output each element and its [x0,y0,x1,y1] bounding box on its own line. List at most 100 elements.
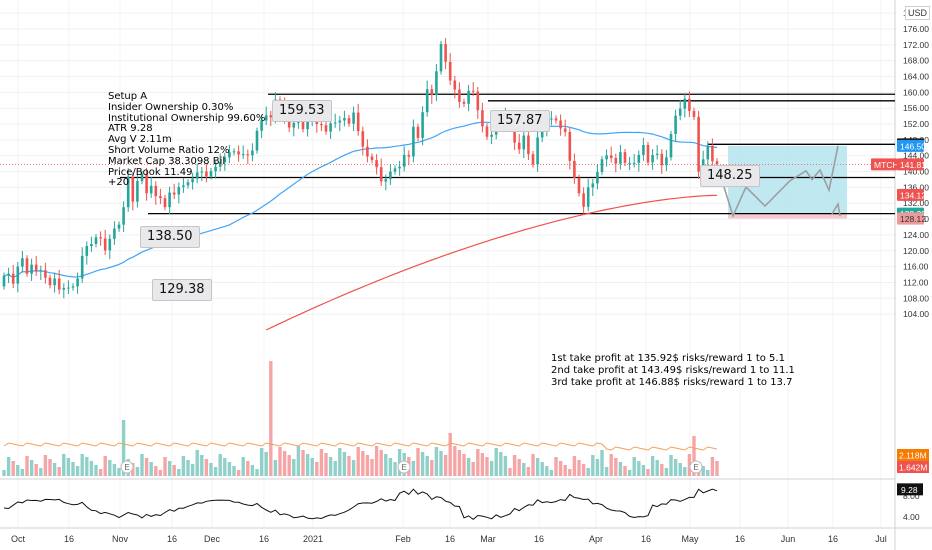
candle [379,158,383,187]
candle-body [71,286,75,288]
volume-bar [6,457,11,476]
candle-body [195,172,199,179]
candle-body [338,120,342,123]
volume-bar [140,454,144,476]
x-tick-label: 16 [534,534,544,544]
candle [550,111,553,126]
candle [352,106,355,131]
candle-body [90,244,93,247]
candle-body [485,126,489,137]
candle [76,272,79,294]
candle-body [389,171,392,180]
candle [370,153,374,164]
x-tick-label: 2021 [303,534,323,544]
candle [214,160,217,179]
volume-bar [16,465,20,476]
volume-tag: 1.642M [897,461,929,473]
volume-bar [43,455,48,476]
volume-bar [236,470,241,476]
candle [108,234,112,260]
candle-body [205,171,208,177]
candle-body [237,151,240,155]
candle-body [131,176,135,202]
price-tag-bg [897,139,924,152]
candle [53,272,56,293]
level-label-138[interactable]: 138.50 [140,226,200,248]
level-label-157[interactable]: 157.87 [490,110,550,132]
candle [563,119,567,137]
price-tag: 146.50 [897,139,926,152]
volume-bar [416,448,420,476]
price-tag: 128.12 [897,212,926,225]
candle-body [448,61,452,81]
x-tick-label: Oct [11,534,26,544]
candle [407,150,411,166]
price-tick-label: 140.00 [903,167,929,177]
volume-bar [154,466,158,476]
candle-body [343,118,346,121]
volume-bar [540,462,544,476]
volume-bar [75,466,80,476]
candle [168,186,171,215]
volume-bar [692,436,696,476]
price-tick-label: 172.00 [903,40,929,50]
setup-line: ATR 9.28 [108,123,153,135]
candle [637,150,641,172]
candle-body [439,44,443,72]
candle-body [186,182,190,186]
candle-body [481,110,484,127]
candle [398,160,401,176]
volume-bar [108,460,112,476]
volume-bar [577,460,581,476]
candle-body [39,270,43,272]
candle-body [715,161,719,165]
candle [591,178,595,197]
candle [361,126,365,156]
candle-body [458,89,461,102]
volume-bar [301,450,305,476]
candle-body [159,196,162,199]
candle-body [251,150,254,156]
volume-bar [453,446,457,476]
candle [642,137,645,161]
candle [11,265,15,289]
candle-body [471,90,475,92]
volume-bar [223,458,227,476]
candle [338,115,342,132]
currency-label[interactable]: USD [905,6,931,20]
volume-bar [310,458,314,476]
candle [632,154,636,168]
candle-body [255,130,259,151]
level-label-129[interactable]: 129.38 [152,279,212,301]
level-label-148[interactable]: 148.25 [700,165,760,187]
candle [126,167,130,212]
volume-bar [614,458,618,476]
candle [448,53,452,86]
candle [439,40,443,75]
level-label-159[interactable]: 159.53 [272,100,332,122]
setup-line: +20 [108,177,130,189]
price-tick-label: 160.00 [903,87,929,97]
volume-bar [393,462,397,476]
candle-body [122,207,125,225]
volume-bar [443,455,448,476]
x-tick-label: Jul [875,534,887,544]
candle [683,94,687,118]
candle [536,131,539,172]
candle [554,115,558,124]
volume-bar [117,468,121,476]
candle-body [2,275,6,287]
candles [2,38,719,299]
candle-body [642,145,645,155]
candle-body [191,178,194,183]
x-tick-label: 16 [828,534,838,544]
volume-bar [292,459,296,476]
price-tick-label: 124.00 [903,230,929,240]
candle-body [577,177,581,194]
candle-body [683,98,687,109]
price-tick-label: 156.00 [903,103,929,113]
candle [614,153,618,173]
